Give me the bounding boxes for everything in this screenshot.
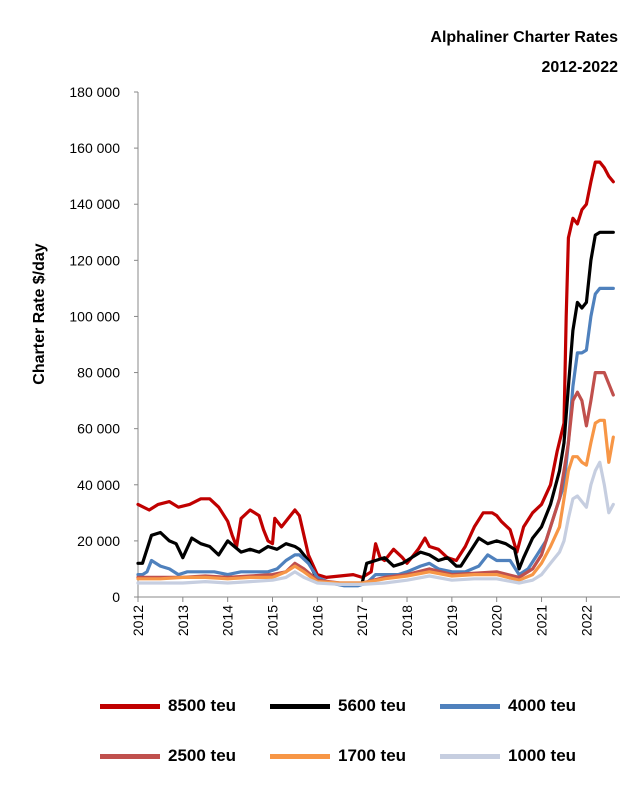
y-tick-label: 100 000: [69, 308, 120, 324]
x-tick-label: 2016: [309, 605, 325, 636]
series-line-2500-teu: [136, 371, 615, 585]
series-line-1000-teu: [136, 460, 615, 586]
x-tick-label: 2017: [354, 605, 370, 636]
legend-item: 1700 teu: [270, 746, 440, 766]
series-line-5600-teu: [136, 230, 615, 586]
axes: 0 20 000 40 000 60 000 80 000 100 000 120 000 1…: [69, 84, 620, 636]
series-line-8500-teu: [136, 160, 615, 579]
y-tick-label: 160 000: [69, 140, 120, 156]
x-tick-label: 2022: [578, 605, 594, 636]
legend-item: 1000 teu: [440, 746, 610, 766]
chart-title: Alphaliner Charter Rates: [430, 29, 618, 46]
y-tick-label: 20 000: [77, 533, 120, 549]
y-tick-label: 120 000: [69, 252, 120, 268]
y-tick-label: 140 000: [69, 196, 120, 212]
y-axis-label: Charter Rate $/day: [31, 243, 48, 384]
series-lines: [136, 160, 615, 588]
x-tick-label: 2013: [175, 605, 191, 636]
legend-item: 8500 teu: [100, 696, 270, 716]
legend-label: 2500 teu: [168, 746, 237, 765]
x-tick-label: 2015: [265, 605, 281, 636]
x-tick-label: 2019: [444, 605, 460, 636]
legend-label: 4000 teu: [508, 696, 577, 715]
legend-swatch: [440, 753, 500, 759]
y-tick-label: 180 000: [69, 84, 120, 100]
legend-item: 4000 teu: [440, 696, 610, 716]
legend: 8500 teu 5600 teu 4000 teu 2500 teu 1700 teu…: [100, 696, 620, 766]
legend-label: 8500 teu: [168, 696, 237, 715]
x-tick-label: 2021: [534, 605, 550, 636]
legend-swatch: [440, 703, 500, 709]
legend-swatch: [270, 703, 330, 709]
legend-swatch: [270, 753, 330, 759]
y-tick-label: 80 000: [77, 365, 120, 381]
x-tick-label: 2014: [220, 605, 236, 636]
y-tick-label: 0: [112, 589, 120, 605]
legend-swatch: [100, 703, 160, 709]
y-tick-label: 60 000: [77, 421, 120, 437]
legend-swatch: [100, 753, 160, 759]
series-line-1700-teu: [136, 418, 615, 585]
y-tick-label: 40 000: [77, 477, 120, 493]
legend-item: 5600 teu: [270, 696, 440, 716]
legend-item: 2500 teu: [100, 746, 270, 766]
series-line-4000-teu: [136, 286, 615, 588]
chart-subtitle: 2012-2022: [541, 59, 618, 76]
legend-label: 1000 teu: [508, 746, 577, 765]
x-tick-label: 2020: [489, 605, 505, 636]
legend-label: 1700 teu: [338, 746, 407, 765]
legend-label: 5600 teu: [338, 696, 407, 715]
x-tick-label: 2012: [130, 605, 146, 636]
x-tick-label: 2018: [399, 605, 415, 636]
